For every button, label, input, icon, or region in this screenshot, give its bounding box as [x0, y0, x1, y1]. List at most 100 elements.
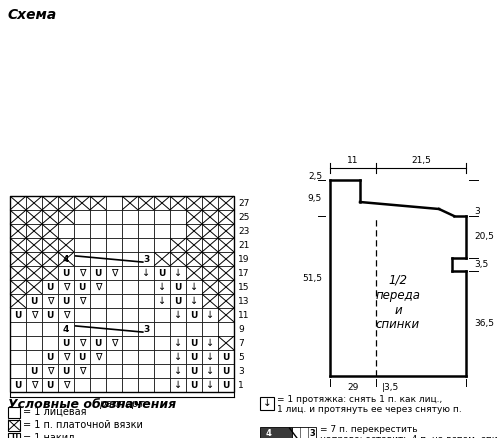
Bar [90, 350, 106, 364]
Bar [138, 238, 154, 252]
Bar [106, 364, 122, 378]
Text: U: U [190, 339, 198, 347]
Bar [42, 294, 58, 308]
Bar [42, 280, 58, 294]
Bar [170, 336, 186, 350]
Bar [90, 322, 106, 336]
Text: 20,5: 20,5 [474, 233, 494, 241]
Bar [42, 364, 58, 378]
Text: ∇: ∇ [31, 310, 37, 320]
Bar [74, 224, 90, 238]
Text: U: U [190, 381, 198, 389]
Bar [26, 308, 42, 322]
Text: U: U [46, 311, 54, 319]
Bar [138, 364, 154, 378]
Bar [154, 238, 170, 252]
Text: ∇: ∇ [31, 380, 37, 390]
Bar [90, 294, 106, 308]
Bar [218, 294, 234, 308]
Text: 7: 7 [238, 339, 244, 347]
Text: ∇: ∇ [79, 338, 85, 348]
Bar [186, 294, 202, 308]
Bar [170, 294, 186, 308]
Bar [10, 252, 26, 266]
Bar [170, 196, 186, 210]
Bar [106, 308, 122, 322]
Bar [58, 252, 74, 266]
Text: U: U [222, 381, 230, 389]
Bar [186, 280, 202, 294]
Bar [10, 266, 26, 280]
Bar [90, 280, 106, 294]
Bar [218, 238, 234, 252]
Text: 11: 11 [238, 311, 250, 319]
Text: 1 лиц. и протянуть ее через снятую п.: 1 лиц. и протянуть ее через снятую п. [277, 406, 462, 414]
Text: U: U [62, 297, 70, 305]
Bar [122, 378, 138, 392]
Bar [122, 280, 138, 294]
Text: ∇: ∇ [79, 268, 85, 278]
Text: U: U [222, 353, 230, 361]
Bar [42, 350, 58, 364]
Bar [218, 210, 234, 224]
Text: 13: 13 [238, 297, 250, 305]
Bar [10, 336, 26, 350]
Bar [122, 224, 138, 238]
Bar [90, 364, 106, 378]
Bar [26, 266, 42, 280]
Text: U: U [62, 367, 70, 375]
Bar [138, 350, 154, 364]
Bar [154, 280, 170, 294]
Bar [74, 308, 90, 322]
Bar [106, 378, 122, 392]
Text: 36,5: 36,5 [474, 319, 494, 328]
Text: 3: 3 [309, 428, 315, 438]
Bar [122, 336, 138, 350]
Bar [10, 364, 26, 378]
Text: ↓: ↓ [142, 268, 150, 278]
Bar [58, 196, 74, 210]
Bar [58, 336, 74, 350]
Text: 1: 1 [238, 381, 244, 389]
Bar [186, 224, 202, 238]
Text: 15: 15 [238, 283, 250, 292]
Text: 21,5: 21,5 [411, 156, 431, 165]
Bar [170, 210, 186, 224]
Bar [90, 266, 106, 280]
Bar [170, 350, 186, 364]
Text: 3,5: 3,5 [474, 260, 488, 269]
Text: 29: 29 [348, 383, 358, 392]
Bar [292, 427, 316, 438]
Bar [202, 350, 218, 364]
Bar [154, 350, 170, 364]
Bar [218, 280, 234, 294]
Bar [218, 196, 234, 210]
Text: U: U [78, 353, 86, 361]
Bar [10, 322, 26, 336]
Bar [138, 322, 154, 336]
Bar [170, 378, 186, 392]
Bar [202, 294, 218, 308]
Bar [8, 420, 20, 431]
Bar [90, 252, 106, 266]
Text: ∇: ∇ [79, 296, 85, 306]
Bar [74, 322, 90, 336]
Text: U: U [94, 268, 102, 278]
Text: U: U [174, 283, 182, 292]
Text: = 1 п. платочной вязки: = 1 п. платочной вязки [23, 420, 143, 430]
Text: U: U [46, 283, 54, 292]
Bar [10, 224, 26, 238]
Text: 9,5: 9,5 [308, 194, 322, 202]
Bar [58, 308, 74, 322]
Bar [58, 294, 74, 308]
Text: 2,5: 2,5 [308, 172, 322, 180]
Text: U: U [174, 297, 182, 305]
Bar [138, 196, 154, 210]
Bar [138, 224, 154, 238]
Text: ∇: ∇ [63, 352, 69, 362]
Text: 3: 3 [474, 208, 480, 216]
Bar [42, 224, 58, 238]
Bar [10, 196, 234, 392]
Text: ↓: ↓ [174, 310, 182, 320]
Text: = 1 накид: = 1 накид [23, 433, 75, 438]
